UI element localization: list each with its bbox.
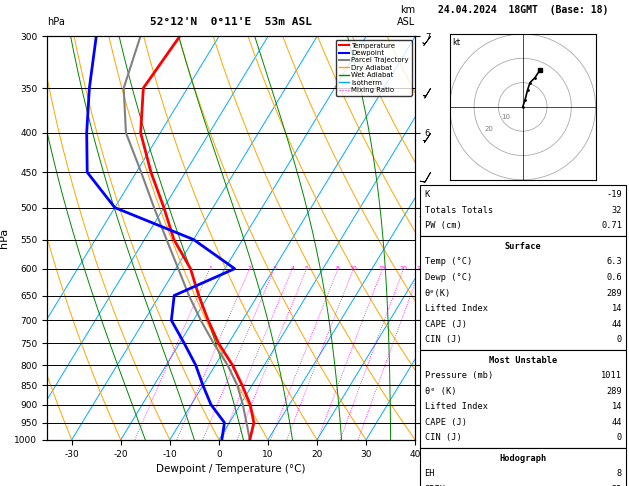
Text: CIN (J): CIN (J) [425, 335, 461, 344]
Text: EH: EH [425, 469, 435, 478]
Text: km
ASL: km ASL [397, 5, 415, 27]
Text: 5: 5 [304, 266, 309, 271]
Text: 15: 15 [379, 266, 386, 271]
Text: 52°12'N  0°11'E  53m ASL: 52°12'N 0°11'E 53m ASL [150, 17, 312, 27]
Text: kt: kt [453, 38, 461, 48]
Text: Pressure (mb): Pressure (mb) [425, 371, 493, 380]
Text: 0.6: 0.6 [606, 273, 622, 282]
Text: Totals Totals: Totals Totals [425, 206, 493, 215]
Text: 2: 2 [248, 266, 252, 271]
Text: 289: 289 [606, 387, 622, 396]
X-axis label: Dewpoint / Temperature (°C): Dewpoint / Temperature (°C) [157, 464, 306, 474]
Text: K: K [425, 191, 430, 199]
Text: Dewp (°C): Dewp (°C) [425, 273, 472, 282]
Text: 20: 20 [399, 266, 408, 271]
Text: θᵉ(K): θᵉ(K) [425, 289, 451, 297]
Text: 1011: 1011 [601, 371, 622, 380]
Text: 44: 44 [611, 320, 622, 329]
Text: Most Unstable: Most Unstable [489, 356, 557, 364]
Text: 33: 33 [611, 485, 622, 486]
Text: 289: 289 [606, 289, 622, 297]
Text: Lifted Index: Lifted Index [425, 402, 487, 411]
Text: PW (cm): PW (cm) [425, 222, 461, 230]
Text: CIN (J): CIN (J) [425, 434, 461, 442]
Text: 10: 10 [350, 266, 357, 271]
Text: 44: 44 [611, 418, 622, 427]
Text: 3: 3 [272, 266, 276, 271]
Text: 8: 8 [617, 469, 622, 478]
Text: 14: 14 [611, 304, 622, 313]
Text: 0: 0 [617, 434, 622, 442]
Text: 14: 14 [611, 402, 622, 411]
Text: -19: -19 [606, 191, 622, 199]
Text: 8: 8 [336, 266, 340, 271]
Text: 4: 4 [290, 266, 294, 271]
Text: 1: 1 [208, 266, 212, 271]
Text: CAPE (J): CAPE (J) [425, 320, 467, 329]
Text: 24.04.2024  18GMT  (Base: 18): 24.04.2024 18GMT (Base: 18) [438, 5, 608, 15]
Text: 0.71: 0.71 [601, 222, 622, 230]
Text: 6.3: 6.3 [606, 258, 622, 266]
Text: Temp (°C): Temp (°C) [425, 258, 472, 266]
Text: Hodograph: Hodograph [499, 454, 547, 463]
Text: 0: 0 [617, 335, 622, 344]
Y-axis label: hPa: hPa [0, 228, 9, 248]
Text: 32: 32 [611, 206, 622, 215]
Legend: Temperature, Dewpoint, Parcel Trajectory, Dry Adiabat, Wet Adiabat, Isotherm, Mi: Temperature, Dewpoint, Parcel Trajectory… [336, 40, 411, 96]
Text: CAPE (J): CAPE (J) [425, 418, 467, 427]
Text: Surface: Surface [504, 242, 541, 251]
Text: 20: 20 [484, 126, 493, 132]
Text: Lifted Index: Lifted Index [425, 304, 487, 313]
Text: θᵉ (K): θᵉ (K) [425, 387, 456, 396]
Y-axis label: km
ASL: km ASL [443, 229, 464, 247]
Text: SREH: SREH [425, 485, 445, 486]
Text: 10: 10 [501, 114, 510, 120]
Text: 25: 25 [416, 266, 425, 271]
Text: hPa: hPa [47, 17, 65, 27]
